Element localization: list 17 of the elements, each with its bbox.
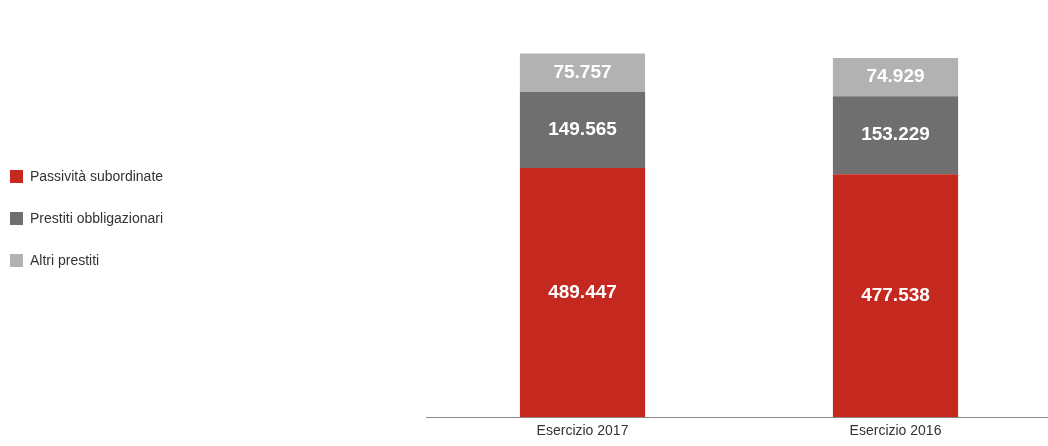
data-label: 477.538: [861, 283, 930, 305]
data-label: 149.565: [548, 118, 618, 140]
data-label: 153.229: [861, 123, 930, 145]
data-label: 489.447: [548, 280, 617, 302]
bar: [519, 53, 646, 92]
bar: [519, 168, 646, 418]
bar: [832, 58, 959, 97]
legend-label: Passività subordinate: [30, 168, 164, 184]
bar: [519, 91, 646, 169]
data-label: 75.757: [553, 60, 612, 82]
bar: [832, 96, 959, 175]
bar: [832, 174, 959, 418]
legend-label: Altri prestiti: [30, 252, 100, 268]
data-label: 74.929: [866, 65, 925, 87]
legend-label: Prestiti obbligazionari: [30, 210, 164, 226]
x-tick-label: Esercizio 2017: [536, 422, 629, 439]
x-tick-label: Esercizio 2016: [849, 422, 942, 439]
